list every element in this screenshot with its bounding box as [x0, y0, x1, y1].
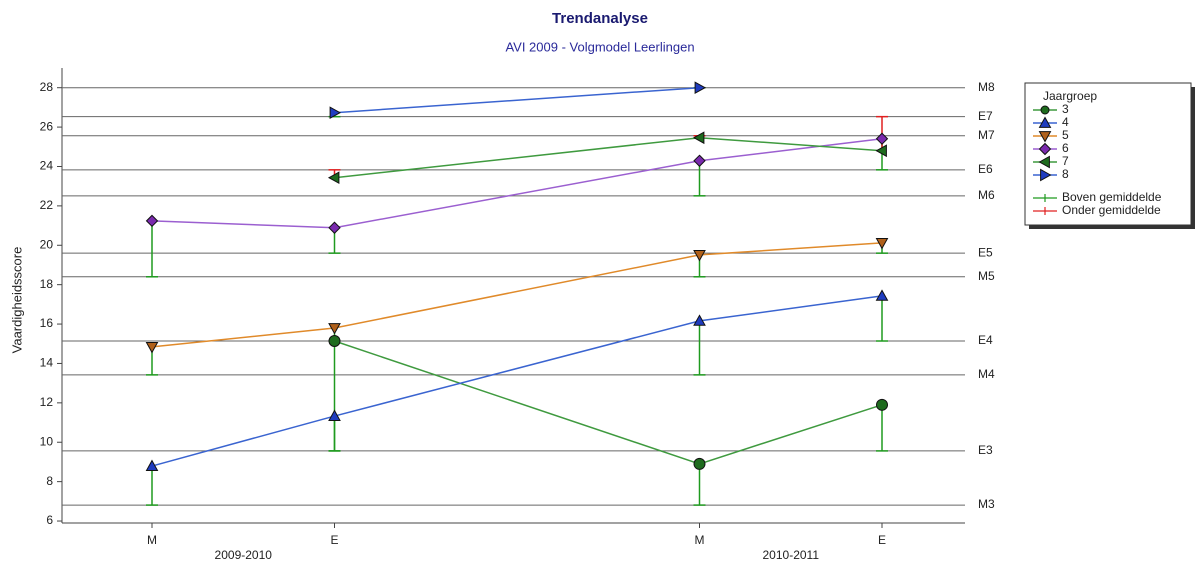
marker — [328, 323, 341, 335]
marker — [327, 171, 340, 185]
series-line — [334, 340, 883, 465]
legend-label: 7 — [1062, 154, 1069, 168]
y-tick-label: 12 — [40, 395, 54, 409]
marker — [693, 250, 706, 262]
y-tick-label: 22 — [40, 198, 54, 212]
marker — [145, 459, 159, 471]
legend-label: 6 — [1062, 141, 1069, 155]
reference-label: M8 — [978, 80, 995, 94]
marker — [692, 131, 705, 145]
marker — [1038, 155, 1050, 169]
series-line — [334, 136, 883, 179]
marker — [145, 342, 159, 354]
series-line — [151, 137, 883, 229]
reference-label: M6 — [978, 188, 995, 202]
legend-label: Boven gemiddelde — [1062, 190, 1162, 204]
reference-label: E7 — [978, 109, 993, 123]
legend-label: 3 — [1062, 102, 1069, 116]
y-tick-label: 28 — [40, 80, 54, 94]
reference-label: E4 — [978, 333, 993, 347]
reference-label: M5 — [978, 269, 995, 283]
marker — [145, 214, 159, 228]
marker — [1038, 131, 1052, 143]
reference-label: E3 — [978, 443, 993, 457]
chart-title: Trendanalyse — [552, 10, 648, 27]
y-tick-label: 20 — [40, 237, 54, 251]
marker — [1038, 116, 1052, 128]
x-tick-label: E — [878, 533, 886, 547]
y-tick-label: 18 — [40, 277, 54, 291]
chart-subtitle: AVI 2009 - Volgmodel Leerlingen — [505, 39, 694, 54]
y-tick-label: 26 — [40, 119, 54, 133]
y-tick-label: 10 — [40, 434, 54, 448]
y-axis-label: Vaardigheidsscore — [9, 247, 24, 354]
marker — [328, 335, 341, 347]
y-tick-label: 16 — [40, 316, 54, 330]
legend-box — [1024, 82, 1192, 226]
x-tick-label: M — [147, 533, 157, 547]
marker — [1040, 168, 1052, 182]
marker — [875, 289, 889, 301]
legend-title: Jaargroep — [1043, 89, 1097, 103]
group-label: 2009-2010 — [215, 548, 273, 562]
reference-label: M4 — [978, 367, 995, 381]
y-tick-label: 14 — [40, 356, 54, 370]
series-line — [334, 86, 700, 114]
y-tick-label: 8 — [46, 474, 53, 488]
legend-label: 8 — [1062, 167, 1069, 181]
legend-label: 4 — [1062, 115, 1069, 129]
marker — [328, 221, 341, 234]
marker — [875, 238, 889, 250]
marker — [875, 132, 889, 145]
reference-label: M3 — [978, 497, 995, 511]
reference-label: E5 — [978, 245, 993, 259]
marker — [1040, 105, 1050, 115]
reference-label: M7 — [978, 128, 995, 142]
marker — [693, 154, 706, 167]
series-line — [151, 295, 883, 467]
marker — [693, 314, 706, 326]
marker — [875, 144, 887, 158]
marker — [329, 106, 342, 120]
marker — [876, 398, 888, 411]
legend-label: 5 — [1062, 128, 1069, 142]
legend-label: Onder gemiddelde — [1062, 203, 1161, 217]
x-tick-label: M — [695, 533, 705, 547]
y-tick-label: 6 — [46, 513, 53, 527]
marker — [328, 409, 341, 421]
reference-label: E6 — [978, 162, 993, 176]
marker — [1038, 142, 1052, 156]
x-tick-label: E — [330, 533, 338, 547]
y-tick-label: 24 — [40, 159, 54, 173]
group-label: 2010-2011 — [763, 548, 820, 562]
marker — [693, 457, 706, 470]
series-line — [151, 242, 883, 348]
marker — [694, 81, 707, 95]
